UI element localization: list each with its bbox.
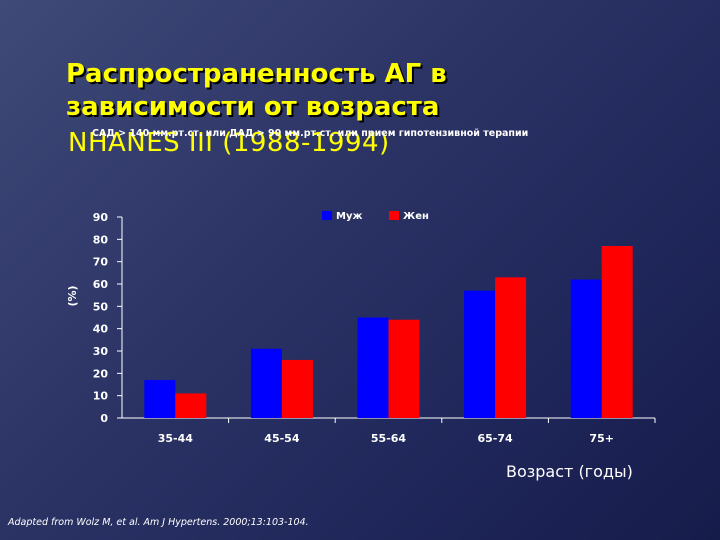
citation: Adapted from Wolz M, et al. Am J Hyperte… bbox=[8, 517, 309, 528]
y-tick-label: 90 bbox=[93, 211, 109, 224]
y-tick-label: 20 bbox=[93, 367, 109, 380]
y-tick-label: 60 bbox=[93, 278, 109, 291]
legend-swatch-women bbox=[389, 211, 399, 220]
legend-swatch-men bbox=[322, 211, 332, 220]
slide-subtitle: NHANES III (1988-1994) bbox=[68, 128, 390, 158]
criteria-note: САД > 140 мм.рт.ст. или ДАД > 90 мм.рт.с… bbox=[92, 128, 529, 139]
x-axis-label: Возраст (годы) bbox=[506, 462, 633, 481]
bar-women-55-64 bbox=[388, 319, 420, 418]
bar-women-35-44 bbox=[175, 393, 207, 418]
y-tick-label: 50 bbox=[93, 300, 109, 313]
x-tick-label: 35-44 bbox=[158, 432, 194, 445]
y-tick-label: 70 bbox=[93, 256, 109, 269]
bar-men-45-54 bbox=[250, 348, 282, 418]
y-tick-label: 10 bbox=[93, 390, 109, 403]
bar-women-65-74 bbox=[495, 277, 527, 418]
y-tick-label: 30 bbox=[93, 345, 109, 358]
y-axis-title: (%) bbox=[66, 285, 79, 306]
legend-label-women: Жен bbox=[403, 211, 429, 222]
y-tick-label: 40 bbox=[93, 323, 109, 336]
y-tick-label: 80 bbox=[93, 233, 109, 246]
x-tick-label: 75+ bbox=[589, 432, 614, 445]
title-line-1: Распространенность АГ в bbox=[66, 59, 447, 89]
bar-men-35-44 bbox=[144, 380, 176, 418]
x-tick-label: 45-54 bbox=[264, 432, 300, 445]
y-tick-label: 0 bbox=[100, 412, 108, 425]
bar-men-75+ bbox=[570, 279, 602, 418]
title-line-2: зависимости от возраста bbox=[66, 92, 440, 122]
bar-men-65-74 bbox=[464, 290, 496, 418]
bar-men-55-64 bbox=[357, 317, 389, 418]
x-tick-label: 65-74 bbox=[478, 432, 514, 445]
x-tick-label: 55-64 bbox=[371, 432, 407, 445]
bar-women-75+ bbox=[601, 246, 633, 418]
legend-label-men: Муж bbox=[336, 211, 362, 222]
bar-women-45-54 bbox=[281, 359, 313, 418]
slide-title: Распространенность АГ в зависимости от в… bbox=[66, 58, 447, 124]
